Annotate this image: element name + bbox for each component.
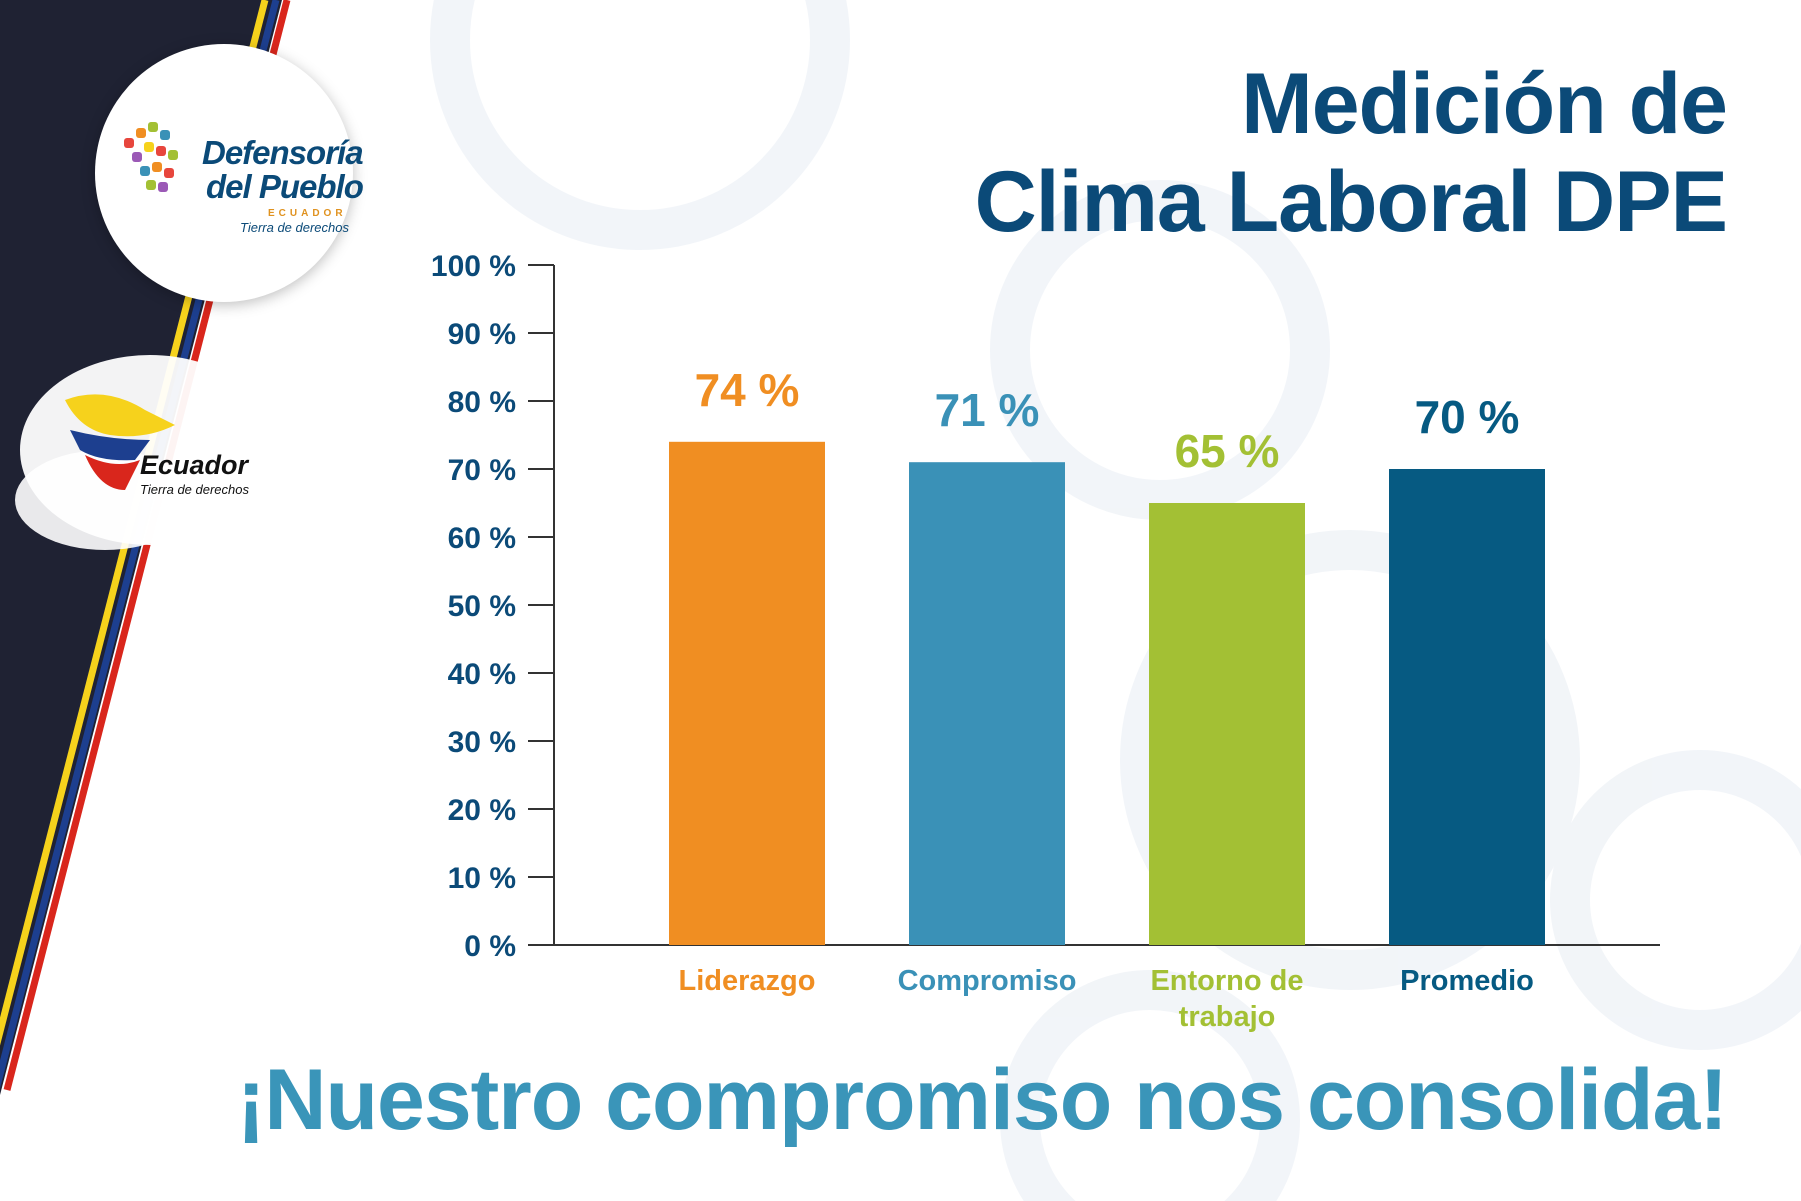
data-label-2: 71 % <box>935 384 1040 436</box>
title-line-2: Clima Laboral DPE <box>974 154 1728 250</box>
bar-2 <box>909 462 1065 945</box>
y-tick-label: 30 % <box>448 726 516 759</box>
bar-3 <box>1149 503 1305 945</box>
y-tick-label: 60 % <box>448 522 516 555</box>
bar-1 <box>669 441 825 945</box>
x-category-label: trabajo <box>1179 1001 1276 1033</box>
y-tick-label: 0 % <box>464 930 516 963</box>
logo-tagline: Tierra de derechos <box>240 220 349 235</box>
x-category-label: Compromiso <box>898 965 1077 997</box>
logo-country: ECUADOR <box>268 208 347 219</box>
badge-name: Ecuador <box>140 450 249 480</box>
y-tick-label: 50 % <box>448 590 516 623</box>
bar-4 <box>1389 469 1545 945</box>
data-label-3: 65 % <box>1175 425 1280 477</box>
y-tick-label: 20 % <box>448 794 516 827</box>
page-title: Medición de Clima Laboral DPE <box>974 55 1728 251</box>
logo-name-line2: del Pueblo <box>206 168 364 205</box>
data-label-1: 74 % <box>695 364 800 416</box>
badge-tagline: Tierra de derechos <box>140 482 249 497</box>
data-label-4: 70 % <box>1415 391 1520 443</box>
gear-watermark-icon <box>430 0 1801 1201</box>
y-tick-label: 90 % <box>448 318 516 351</box>
x-category-label: Liderazgo <box>679 965 816 997</box>
y-tick-label: 40 % <box>448 658 516 691</box>
slogan: ¡Nuestro compromiso nos consolida! <box>236 1052 1728 1148</box>
ecuador-badge-splash <box>15 355 280 550</box>
x-category-label: Promedio <box>1400 965 1534 997</box>
y-tick-label: 100 % <box>431 250 516 283</box>
logo-name-line1: Defensoría <box>202 134 364 171</box>
y-tick-label: 70 % <box>448 454 516 487</box>
title-line-1: Medición de <box>1241 56 1728 152</box>
y-tick-label: 80 % <box>448 386 516 419</box>
x-category-label: Entorno de <box>1150 965 1303 997</box>
y-tick-label: 10 % <box>448 862 516 895</box>
logo-circle <box>95 44 353 302</box>
